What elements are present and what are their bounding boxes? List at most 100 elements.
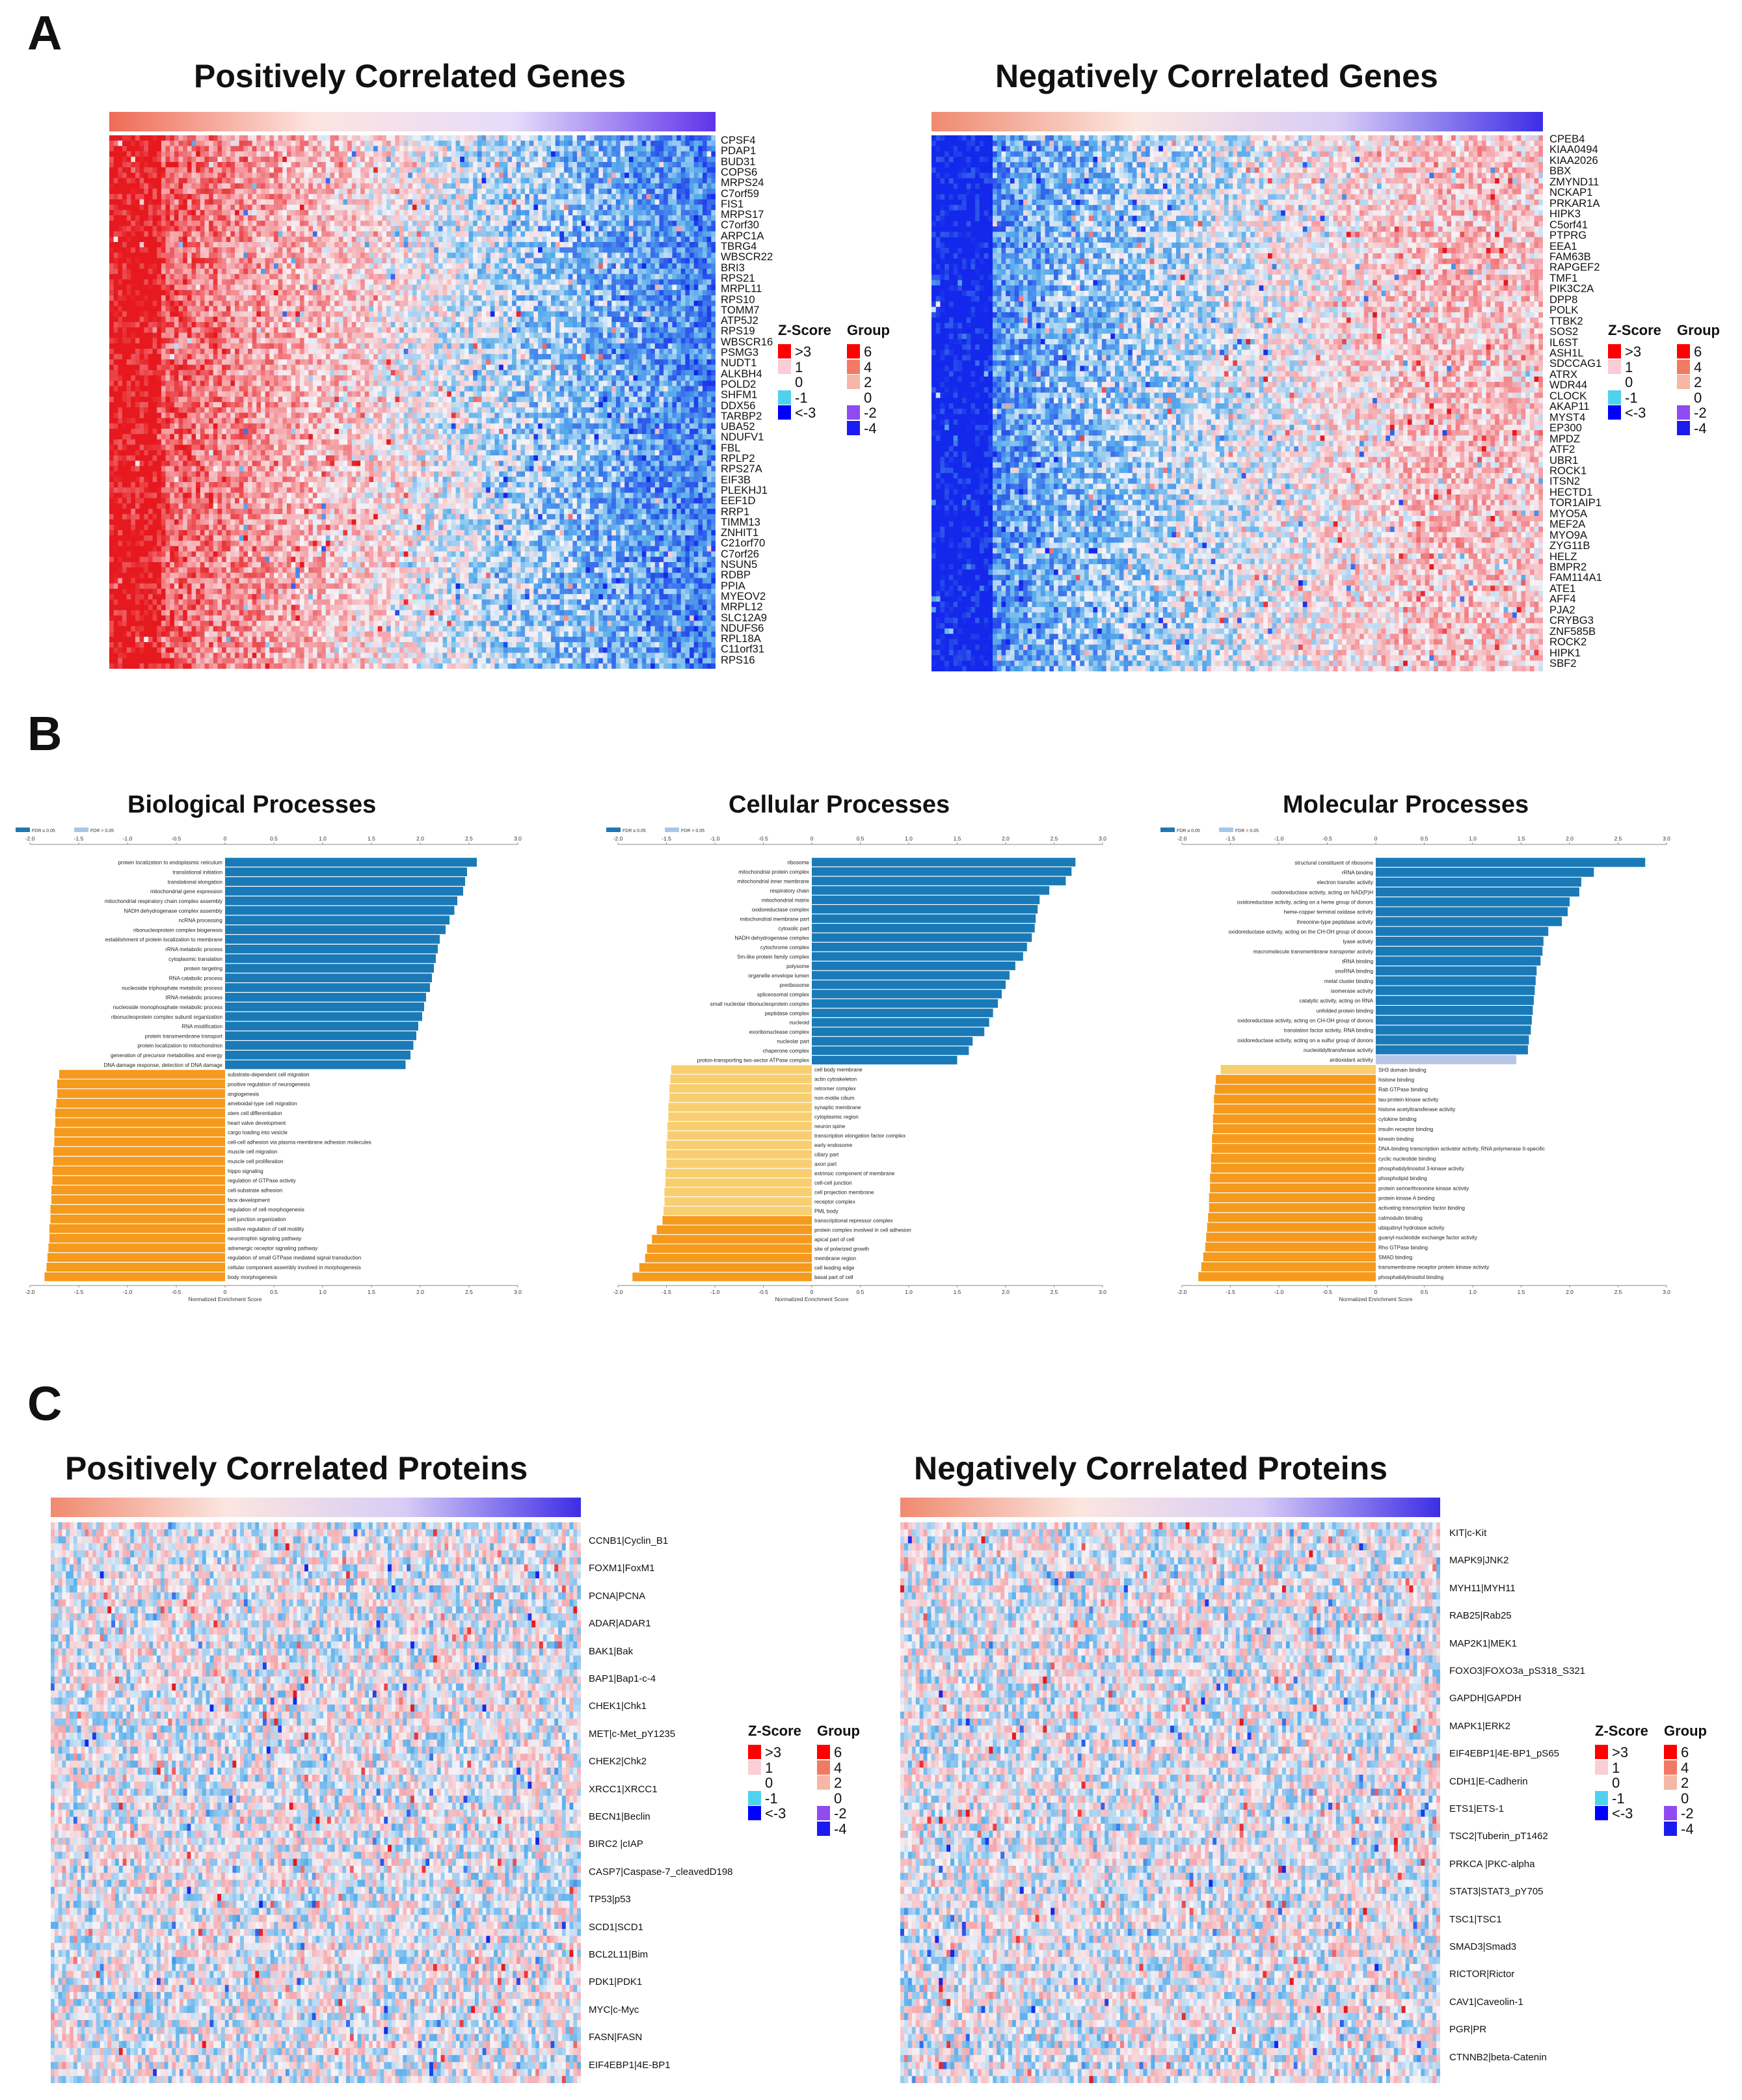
row-label: EIF3B [721,474,751,485]
bar-label: catalytic activity, acting on RNA [1299,998,1373,1004]
bar-label: body morphogenesis [228,1274,277,1280]
row-label: BUD31 [721,156,756,167]
bar-label: cell projection membrane [814,1190,874,1196]
legend-label: -2 [834,1805,847,1822]
bar-label: cell-cell junction [814,1180,852,1186]
tick-label: 1.5 [1518,835,1525,842]
tick-label: -2.0 [25,1289,35,1295]
neg-proteins-title: Negatively Correlated Proteins [914,1449,1387,1487]
bar-label: protein transmembrane transport [145,1033,223,1039]
row-label: MRPS17 [721,209,764,220]
tick-label: 1.0 [319,835,327,842]
legend-label: 6 [864,343,872,360]
legend-swatch [1608,405,1621,420]
bar-label: PML body [814,1209,838,1215]
legend-label: 1 [795,359,803,376]
row-label: SHFM1 [721,389,757,400]
bar-label: apical part of cell [814,1237,855,1243]
bar [1220,1065,1376,1074]
bar [812,1055,958,1065]
legend-label: -4 [1681,1821,1694,1838]
bar-label: establishment of protein localization to… [105,937,223,943]
row-label: CHEK1|Chk1 [589,1701,647,1712]
bar-label: phosphatidylinositol binding [1378,1274,1444,1280]
legend-label: 1 [1625,359,1633,376]
bar-label: basal part of cell [814,1274,853,1280]
row-label: MRPS24 [721,177,764,188]
row-label: IL6ST [1549,337,1578,348]
bar [1210,1183,1376,1192]
tick-label: -0.5 [758,835,768,842]
bar-label: nucleoid [790,1020,810,1026]
row-label: NSUN5 [721,559,757,570]
bar [225,954,436,963]
row-label: HIPK3 [1549,208,1581,219]
bar [812,914,1036,923]
row-label: MYC|c-Myc [589,2004,639,2015]
bar [53,1157,225,1166]
bar [812,952,1023,961]
bar [46,1263,225,1272]
bar-label: nucleoside triphosphate metabolic proces… [122,985,222,991]
bar [1214,1104,1376,1114]
bar-label: cell-substrate adhesion [228,1188,283,1194]
row-label: MET|c-Met_pY1235 [589,1729,675,1740]
row-label: C21orf70 [721,537,765,548]
tick-label: -0.5 [172,1289,181,1295]
zscore-legend-title: Z-Score [778,322,831,339]
bar [665,1178,812,1187]
bar [56,1099,225,1108]
legend-label: 1 [765,1760,773,1777]
tick-label: 3.0 [1663,1289,1670,1295]
tick-label: 2.0 [1002,1289,1010,1295]
tick-label: 1.0 [319,1289,327,1295]
row-label: KIT|c-Kit [1449,1528,1486,1539]
go-biological-title: Biological Processes [127,791,376,819]
bar-label: cytokine binding [1378,1116,1417,1122]
bar [1376,986,1535,995]
row-label: RAB25|Rab25 [1449,1610,1512,1621]
x-axis-label: Normalized Enrichment Score [775,1296,849,1302]
bar-label: oxidoreductase activity, acting on the C… [1229,929,1373,935]
bar-label: histone acetyltransferase activity [1378,1107,1456,1112]
bar [59,1070,225,1079]
legend-label: <-3 [795,405,816,422]
bar [225,993,426,1002]
bar [52,1176,225,1185]
bar-label: DNA damage response, detection of DNA da… [103,1062,222,1068]
bar [632,1272,812,1282]
legend-swatch [778,359,791,374]
row-label: RPL18A [721,633,761,644]
heatmap-canvas [109,112,716,669]
bar [1376,1045,1528,1055]
legend-swatch [1664,1775,1677,1790]
legend-swatch [1160,828,1175,832]
legend-swatch [1677,344,1690,358]
bar [812,1046,969,1055]
row-label: TSC1|TSC1 [1449,1914,1502,1925]
bar-label: lyase activity [1343,939,1374,945]
row-label: EIF4EBP1|4E-BP1 [589,2060,671,2071]
row-label: MYO9A [1549,530,1587,541]
bar [49,1233,225,1243]
row-label: ETS1|ETS-1 [1449,1803,1504,1814]
row-label: ROCK2 [1549,636,1587,647]
bar [225,1031,416,1040]
bar-label: peptidase complex [765,1010,809,1016]
row-label: DPP8 [1549,294,1577,305]
row-label: PLEKHJ1 [721,485,768,496]
row-label: PJA2 [1549,604,1575,615]
row-label: ROCK1 [1549,465,1587,476]
bar [812,1008,993,1017]
bar-label: muscle cell migration [228,1149,278,1155]
bar-label: early endosome [814,1142,853,1148]
group-legend-title: Group [1677,322,1720,339]
tick-label: -0.5 [1322,1289,1332,1295]
neg-genes-title: Negatively Correlated Genes [995,57,1438,95]
bar [225,983,430,992]
tick-label: 1.5 [368,1289,375,1295]
bar [225,1002,424,1012]
legend-swatch [748,1745,761,1759]
tick-label: -0.5 [1322,835,1332,842]
bar-label: mitochondrial gene expression [150,889,222,895]
